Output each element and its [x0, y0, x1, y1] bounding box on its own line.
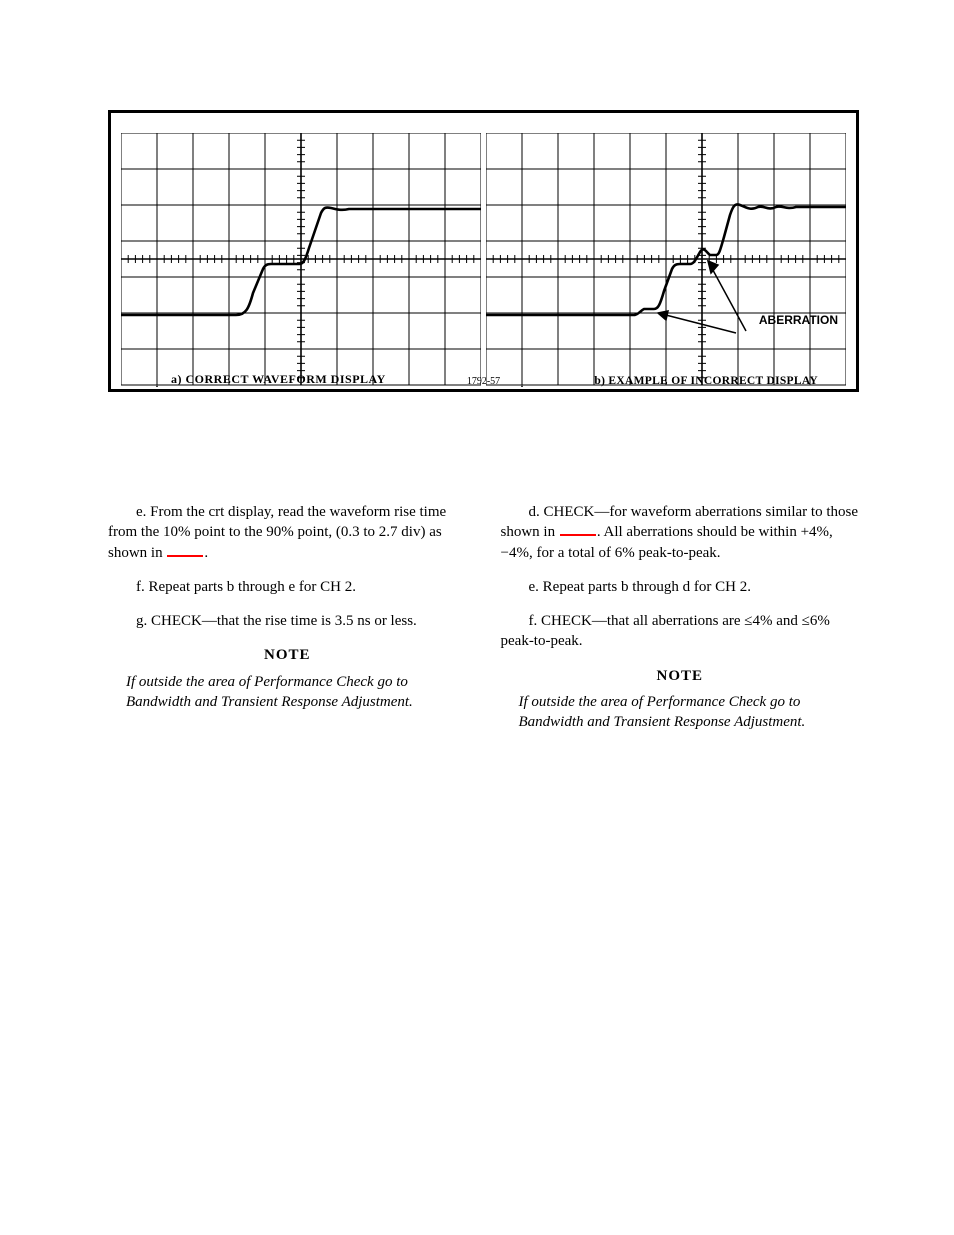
le-symbol-2: ≤ — [802, 613, 810, 629]
left-p3: g. CHECK—that the rise time is 3.5 ns or… — [108, 611, 467, 631]
left-column: e. From the crt display, read the wavefo… — [108, 502, 467, 746]
left-note-title: NOTE — [108, 645, 467, 665]
scope-b — [486, 133, 846, 387]
body-text: e. From the crt display, read the wavefo… — [108, 502, 859, 746]
right-note-body: If outside the area of Performance Check… — [519, 692, 842, 733]
right-p1: d. CHECK—for waveform aberrations simila… — [501, 502, 860, 563]
right-p3: f. CHECK—that all aberrations are ≤4% an… — [501, 611, 860, 652]
redbox-left — [167, 555, 203, 557]
right-column: d. CHECK—for waveform aberrations simila… — [501, 502, 860, 746]
scope-a-svg — [121, 133, 481, 387]
left-p2: f. Repeat parts b through e for CH 2. — [108, 577, 467, 597]
le-symbol-1: ≤ — [744, 613, 752, 629]
left-p1-a: e. From the crt display, read the wavefo… — [108, 504, 446, 561]
caption-a: a) CORRECT WAVEFORM DISPLAY — [171, 372, 386, 387]
redbox-right — [560, 534, 596, 536]
scope-a — [121, 133, 481, 387]
left-note-body: If outside the area of Performance Check… — [126, 672, 449, 713]
page: a) CORRECT WAVEFORM DISPLAY 1792-57 b) E… — [0, 0, 954, 1235]
right-p2: e. Repeat parts b through d for CH 2. — [501, 577, 860, 597]
aberration-label: ABERRATION — [759, 313, 838, 327]
left-p1: e. From the crt display, read the wavefo… — [108, 502, 467, 563]
right-p3-a: f. CHECK—that all aberrations are — [529, 613, 745, 629]
scope-b-svg — [486, 133, 846, 387]
figure-id: 1792-57 — [467, 376, 500, 387]
right-p3-b: 4% and — [753, 613, 802, 629]
figure-box: a) CORRECT WAVEFORM DISPLAY 1792-57 b) E… — [108, 110, 859, 392]
right-note-title: NOTE — [501, 666, 860, 686]
left-p1-b: . — [204, 545, 208, 561]
caption-b: b) EXAMPLE OF INCORRECT DISPLAY — [594, 375, 818, 387]
